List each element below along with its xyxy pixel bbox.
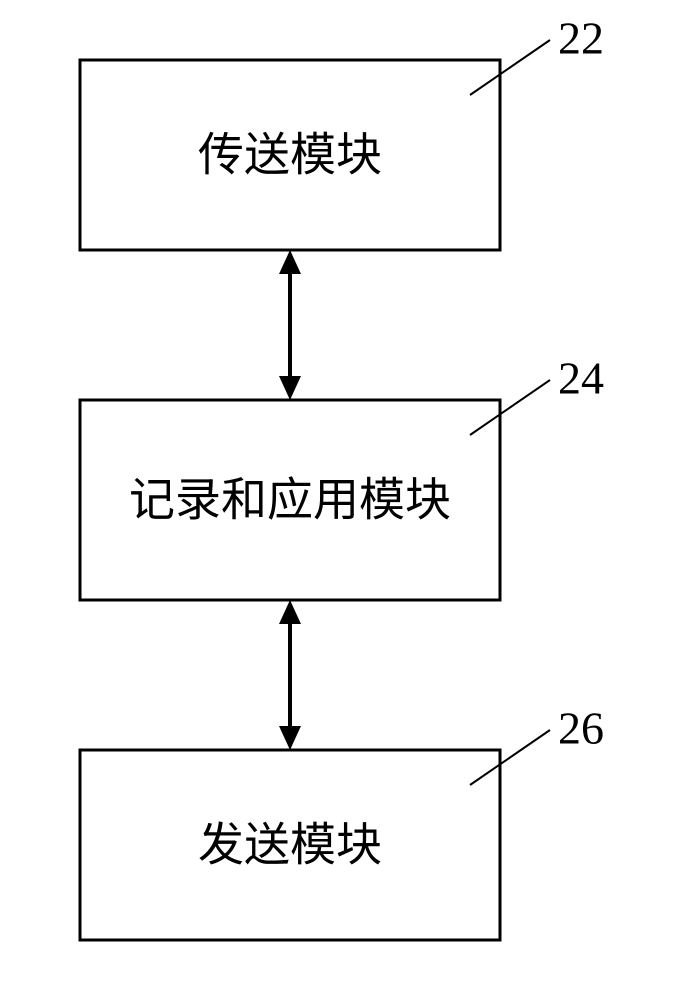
arrowhead [279, 376, 301, 400]
arrowhead [279, 726, 301, 750]
arrowhead [279, 250, 301, 274]
node-number-n1: 22 [558, 13, 604, 64]
node-number-n3: 26 [558, 703, 604, 754]
node-number-n2: 24 [558, 353, 604, 404]
node-label-n2: 记录和应用模块 [129, 475, 451, 526]
arrowhead [279, 600, 301, 624]
node-label-n3: 发送模块 [198, 820, 382, 871]
node-label-n1: 传送模块 [198, 130, 382, 181]
